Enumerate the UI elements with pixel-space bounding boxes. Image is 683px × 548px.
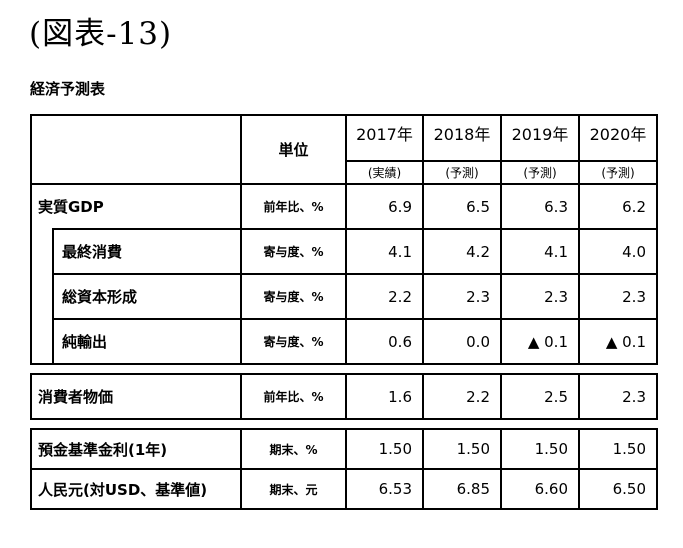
forecast-table-cpi: 消費者物価 前年比、% 1.6 2.2 2.5 2.3 <box>30 373 658 420</box>
unit-cell: 前年比、% <box>240 373 347 420</box>
value-cell: 6.60 <box>500 468 580 510</box>
unit-cell: 期末、元 <box>240 468 347 510</box>
value-cell: 2.3 <box>500 273 580 320</box>
value-cell: 2.3 <box>578 273 658 320</box>
table-row-real-gdp: 実質GDP 前年比、% 6.9 6.5 6.3 6.2 <box>30 183 658 230</box>
value-cell: 1.50 <box>345 428 424 470</box>
value-cell: 6.53 <box>345 468 424 510</box>
unit-cell: 期末、% <box>240 428 347 470</box>
table-row-final-consumption: 最終消費 寄与度、% 4.1 4.2 4.1 4.0 <box>30 228 658 275</box>
unit-cell: 寄与度、% <box>240 318 347 365</box>
row-label: 預金基準金利(1年) <box>30 428 242 470</box>
value-cell: 1.50 <box>422 428 502 470</box>
figure-label: (図表-13) <box>29 16 173 52</box>
indent-strip <box>30 229 54 274</box>
value-cell: 0.0 <box>422 318 502 365</box>
table-row-net-exports: 純輸出 寄与度、% 0.6 0.0 ▲ 0.1 ▲ 0.1 <box>30 318 658 365</box>
table-title: 経済予測表 <box>30 80 106 98</box>
corner-cell <box>30 114 242 185</box>
forecast-table-policy: 預金基準金利(1年) 期末、% 1.50 1.50 1.50 1.50 人民元(… <box>30 428 658 510</box>
row-label: 実質GDP <box>30 183 242 229</box>
value-cell: 4.1 <box>500 228 580 275</box>
row-label: 人民元(対USD、基準値) <box>30 468 242 510</box>
value-cell: 2.2 <box>345 273 424 320</box>
value-cell: 1.6 <box>345 373 424 420</box>
row-label: 最終消費 <box>52 228 242 275</box>
year-header-2018: 2018年 <box>422 114 502 162</box>
value-cell: ▲ 0.1 <box>578 318 658 365</box>
table-row-capital-formation: 総資本形成 寄与度、% 2.2 2.3 2.3 2.3 <box>30 273 658 320</box>
value-cell: 6.9 <box>345 183 424 230</box>
header-row-years: 単位 2017年 2018年 2019年 2020年 <box>30 114 658 185</box>
unit-cell: 寄与度、% <box>240 273 347 320</box>
row-label: 総資本形成 <box>52 273 242 320</box>
value-cell: 0.6 <box>345 318 424 365</box>
value-cell: 2.2 <box>422 373 502 420</box>
value-cell: 4.1 <box>345 228 424 275</box>
value-cell: ▲ 0.1 <box>500 318 580 365</box>
unit-cell: 前年比、% <box>240 183 347 230</box>
value-cell: 6.2 <box>578 183 658 230</box>
year-note-2018: (予測) <box>422 160 502 185</box>
value-cell: 4.2 <box>422 228 502 275</box>
header-row-notes: (実績) (予測) (予測) (予測) <box>31 160 658 185</box>
value-cell: 2.3 <box>422 273 502 320</box>
year-note-2019: (予測) <box>500 160 580 185</box>
year-header-2020: 2020年 <box>578 114 658 162</box>
value-cell: 2.5 <box>500 373 580 420</box>
year-note-2020: (予測) <box>578 160 658 185</box>
value-cell: 1.50 <box>578 428 658 470</box>
indent-strip <box>30 274 54 319</box>
indent-strip <box>30 319 54 364</box>
unit-cell: 寄与度、% <box>240 228 347 275</box>
value-cell: 4.0 <box>578 228 658 275</box>
year-header-2017: 2017年 <box>345 114 424 162</box>
value-cell: 6.50 <box>578 468 658 510</box>
table-row-renminbi: 人民元(対USD、基準値) 期末、元 6.53 6.85 6.60 6.50 <box>30 468 658 510</box>
value-cell: 6.3 <box>500 183 580 230</box>
value-cell: 2.3 <box>578 373 658 420</box>
value-cell: 6.85 <box>422 468 502 510</box>
table-row-deposit-rate: 預金基準金利(1年) 期末、% 1.50 1.50 1.50 1.50 <box>30 428 658 470</box>
year-note-2017: (実績) <box>345 160 424 185</box>
year-header-2019: 2019年 <box>500 114 580 162</box>
value-cell: 1.50 <box>500 428 580 470</box>
forecast-table-main: 単位 2017年 2018年 2019年 2020年 (実績) (予測) (予測… <box>30 114 658 365</box>
row-label: 消費者物価 <box>30 373 242 420</box>
unit-column-header: 単位 <box>240 114 347 185</box>
table-row-cpi: 消費者物価 前年比、% 1.6 2.2 2.5 2.3 <box>30 373 658 420</box>
value-cell: 6.5 <box>422 183 502 230</box>
row-label: 純輸出 <box>52 318 242 365</box>
